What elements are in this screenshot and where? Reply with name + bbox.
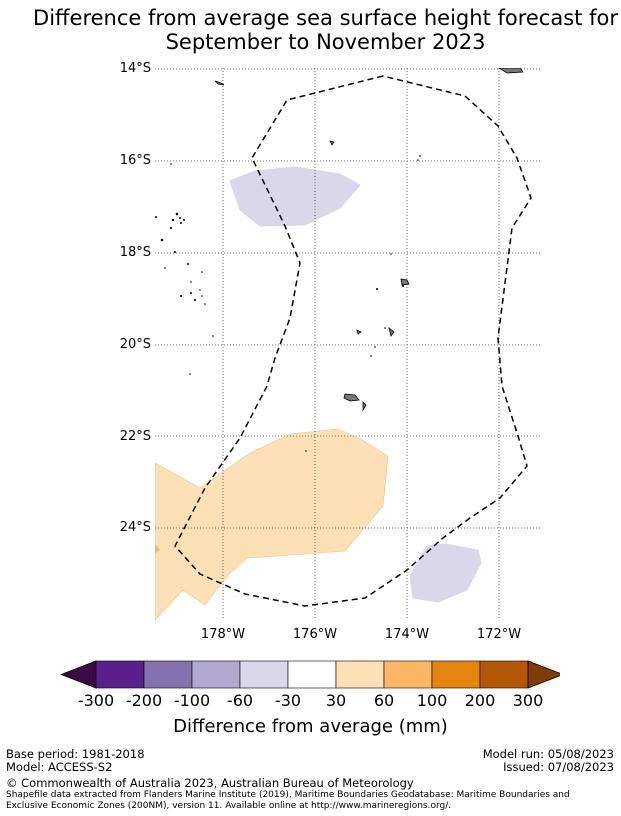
colorbar-tick-label: -60	[226, 691, 254, 710]
lat-label-22s: 22°S	[119, 429, 151, 444]
issued-text: Issued: 07/08/2023	[503, 760, 614, 774]
island-eua	[362, 401, 367, 412]
colorbar-cell	[95, 660, 145, 689]
map-panel	[155, 68, 541, 620]
model-run-text: Model run: 05/08/2023	[482, 747, 614, 761]
colorbar-tick-label: -100	[173, 691, 211, 710]
lon-label-174w: 174°W	[384, 627, 430, 642]
colorbar-cell	[479, 660, 529, 689]
colorbar-label: Difference from average (mm)	[173, 716, 448, 737]
eez-boundary	[174, 75, 532, 607]
islets	[155, 155, 421, 452]
island-northeast	[498, 68, 524, 74]
anomaly-negative-southeast	[409, 543, 482, 603]
island-tongatapu	[343, 393, 360, 402]
model-text: Model: ACCESS-S2	[6, 760, 113, 774]
colorbar-tick-label: -30	[274, 691, 302, 710]
colorbar-cell	[431, 660, 481, 689]
lon-label-178w: 178°W	[200, 627, 246, 642]
colorbar-cell	[287, 660, 337, 689]
colorbar-cell	[191, 660, 241, 689]
anomaly-positive-south	[155, 428, 389, 620]
lat-label-18s: 18°S	[119, 245, 151, 260]
colorbar-min-arrow	[60, 660, 97, 689]
anomaly-negative-north	[229, 166, 361, 227]
title-line-2: September to November 2023	[165, 30, 486, 54]
colorbar-cell	[335, 660, 385, 689]
title-line-1: Difference from average sea surface heig…	[33, 6, 618, 30]
colorbar-max-arrow	[527, 660, 560, 689]
colorbar-tick-label: 100	[416, 691, 448, 710]
footer-right: Model run: 05/08/2023 Issued: 07/08/2023	[483, 748, 614, 774]
lon-label-176w: 176°W	[292, 627, 338, 642]
colorbar-tick-label: -200	[125, 691, 163, 710]
island-haapai-1	[356, 329, 362, 335]
colorbar-tick-label: 60	[373, 691, 395, 710]
colorbar-cells	[60, 660, 560, 689]
lon-label-172w: 172°W	[476, 627, 522, 642]
colorbar-cell	[383, 660, 433, 689]
lat-label-20s: 20°S	[119, 337, 151, 352]
shapefile-note: Shapefile data extracted from Flanders M…	[6, 790, 570, 811]
colorbar	[60, 660, 560, 689]
island-center-north	[329, 140, 335, 146]
colorbar-cell	[239, 660, 289, 689]
graticule	[155, 68, 541, 620]
copyright-text: © Commonwealth of Australia 2023, Austra…	[6, 776, 414, 790]
island-haapai-2	[388, 326, 395, 337]
lat-label-14s: 14°S	[119, 61, 151, 76]
base-period-text: Base period: 1981-2018	[6, 747, 145, 761]
map-svg	[155, 68, 541, 620]
colorbar-tick-label: 30	[325, 691, 347, 710]
colorbar-tick-label: 200	[464, 691, 496, 710]
lat-label-16s: 16°S	[119, 153, 151, 168]
colorbar-tick-label: 300	[512, 691, 544, 710]
island-north	[214, 80, 225, 86]
map-title: Difference from average sea surface heig…	[0, 6, 621, 54]
anomaly-small-patch	[155, 544, 160, 554]
island-vavau	[400, 278, 410, 286]
colorbar-tick-label: -300	[77, 691, 115, 710]
islands	[214, 68, 524, 412]
footer-left: Base period: 1981-2018 Model: ACCESS-S2	[6, 748, 145, 774]
lat-label-24s: 24°S	[119, 520, 151, 535]
colorbar-cell	[143, 660, 193, 689]
